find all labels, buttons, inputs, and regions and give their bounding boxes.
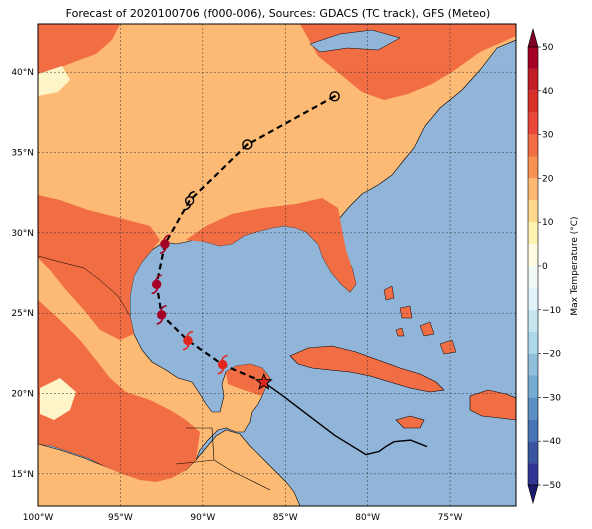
lat-tick-label: 35°N	[11, 149, 34, 159]
colorbar-band	[528, 375, 538, 398]
colorbar-band	[528, 419, 538, 442]
lon-tick-label: 90°W	[190, 513, 215, 523]
storm-symbol-hurricane-weak-icon	[182, 330, 194, 351]
colorbar-extend-bottom	[527, 484, 539, 505]
colorbar-tick-label: −30	[542, 393, 561, 403]
colorbar-tick-label: −40	[542, 437, 561, 447]
lat-tick-label: 15°N	[11, 470, 34, 480]
hot-region-north	[38, 24, 120, 74]
colorbar-band	[528, 463, 538, 485]
map-frame	[37, 23, 517, 507]
land-hispaniola	[469, 389, 516, 421]
colorbar-band	[528, 156, 538, 179]
colorbar-band	[528, 244, 538, 266]
colorbar: 50 40 30 20 10 0 −10 −20 −30 −40 −50	[527, 27, 561, 505]
colorbar-band	[528, 353, 538, 376]
colorbar-band	[528, 178, 538, 201]
lat-tick-label: 40°N	[11, 68, 34, 78]
colorbar-band	[528, 90, 538, 113]
land-jamaica	[395, 415, 425, 429]
colorbar-tick-label: −20	[542, 350, 561, 360]
storm-symbol-hurricane-weak-icon	[217, 354, 228, 375]
hot-region-texas	[38, 195, 160, 340]
colorbar-band	[528, 200, 538, 223]
hot-region-gulf	[186, 198, 356, 292]
colorbar-tick-label: 50	[542, 43, 554, 53]
storm-symbols	[151, 91, 340, 375]
colorbar-title: Max Temperature (°C)	[570, 216, 580, 315]
border-us-mexico	[38, 255, 131, 317]
colorbar-tick-label: 10	[542, 218, 554, 228]
colorbar-extend-top	[527, 27, 539, 48]
colorbar-band	[528, 68, 538, 91]
border-central-america	[175, 427, 271, 491]
storm-symbol-hurricane-strong-icon	[156, 305, 167, 325]
gridlines	[38, 24, 516, 506]
lon-tick-label: 95°W	[108, 513, 133, 523]
colorbar-band	[528, 331, 538, 354]
colorbar-band	[528, 397, 538, 420]
colorbar-band	[528, 134, 538, 157]
lon-tick-label: 100°W	[23, 513, 54, 523]
land-cuba	[289, 345, 445, 393]
storm-symbol-low-icon	[242, 139, 253, 150]
pale-region-north	[38, 66, 70, 96]
colorbar-tick-label: 40	[542, 87, 554, 97]
lon-tick-label: 85°W	[273, 513, 298, 523]
colorbar-band	[528, 441, 538, 464]
storm-symbol-hurricane-strong-icon	[151, 274, 162, 295]
storm-symbol-hurricane-strong-icon	[159, 234, 170, 254]
axis-labels: 100°W 95°W 90°W 85°W 80°W 75°W 15°N 20°N 25°N 30°…	[11, 68, 462, 523]
map-title: Forecast of 2020100706 (f000-006), Sourc…	[65, 7, 491, 20]
colorbar-band	[528, 222, 538, 245]
colorbar-tick-label: 20	[542, 174, 554, 184]
colorbar-band	[528, 309, 538, 332]
colorbar-band	[528, 47, 538, 69]
lat-tick-label: 20°N	[11, 390, 34, 400]
past-track-line	[263, 381, 428, 456]
colorbar-tick-label: −10	[542, 306, 561, 316]
storm-symbol-storm-outline-icon	[184, 190, 195, 211]
colorbar-tick-label: −50	[542, 481, 561, 491]
lat-tick-label: 30°N	[11, 229, 34, 239]
lat-tick-label: 25°N	[11, 309, 34, 319]
colorbar-tick-label: 0	[542, 262, 548, 272]
colorbar-tick-label: 30	[542, 131, 554, 141]
lon-tick-label: 80°W	[355, 513, 380, 523]
pale-region-mexico	[40, 378, 76, 420]
lon-tick-label: 75°W	[438, 513, 463, 523]
great-lakes	[309, 29, 401, 53]
storm-symbol-low-icon	[329, 91, 340, 102]
map-content	[38, 24, 516, 506]
colorbar-band	[528, 266, 538, 288]
colorbar-band	[528, 287, 538, 310]
hot-region-mexico	[38, 300, 200, 482]
colorbar-band	[528, 112, 538, 135]
land-bahamas	[383, 285, 457, 355]
current-position-star-icon	[254, 372, 273, 390]
